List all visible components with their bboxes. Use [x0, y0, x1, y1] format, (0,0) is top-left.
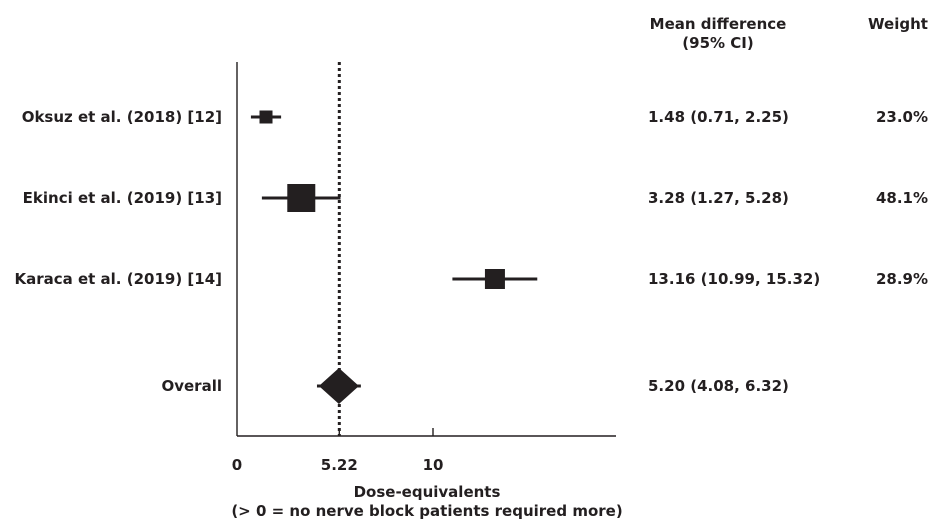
x-axis-label-line2: (> 0 = no nerve block patients required …: [231, 502, 622, 520]
x-tick-label: 0: [232, 456, 242, 474]
ci-header-line1: Mean difference: [650, 15, 787, 33]
study-row: Oksuz et al. (2018) [12] 1.48 (0.71, 2.25…: [22, 108, 928, 126]
ci-header-line2: (95% CI): [682, 34, 753, 52]
weight-value: 28.9%: [876, 270, 928, 288]
study-row: Ekinci et al. (2019) [13] 3.28 (1.27, 5.2…: [23, 184, 928, 212]
effect-square: [259, 110, 273, 124]
ci-value: 13.16 (10.99, 15.32): [648, 270, 820, 288]
ci-value: 1.48 (0.71, 2.25): [648, 108, 789, 126]
x-axis-label-line1: Dose-equivalents: [354, 483, 501, 501]
effect-square: [287, 184, 316, 212]
weight-value: 23.0%: [876, 108, 928, 126]
study-label: Ekinci et al. (2019) [13]: [23, 189, 222, 207]
study-label: Karaca et al. (2019) [14]: [14, 270, 222, 288]
forest-rows: Oksuz et al. (2018) [12] 1.48 (0.71, 2.25…: [14, 108, 928, 404]
weight-value: 48.1%: [876, 189, 928, 207]
study-row: Karaca et al. (2019) [14] 13.16 (10.99, 1…: [14, 269, 928, 289]
weight-header: Weight: [868, 15, 928, 33]
x-tick-label: 5.22: [321, 456, 358, 474]
effect-square: [484, 269, 505, 289]
overall-row: Overall 5.20 (4.08, 6.32): [161, 368, 789, 404]
x-axis-ticks: 0 5.22 10: [232, 428, 444, 474]
x-tick-label: 10: [423, 456, 444, 474]
study-label: Oksuz et al. (2018) [12]: [22, 108, 222, 126]
ci-value: 3.28 (1.27, 5.28): [648, 189, 789, 207]
overall-diamond: [318, 368, 359, 404]
overall-ci-value: 5.20 (4.08, 6.32): [648, 377, 789, 395]
overall-label: Overall: [161, 377, 222, 395]
